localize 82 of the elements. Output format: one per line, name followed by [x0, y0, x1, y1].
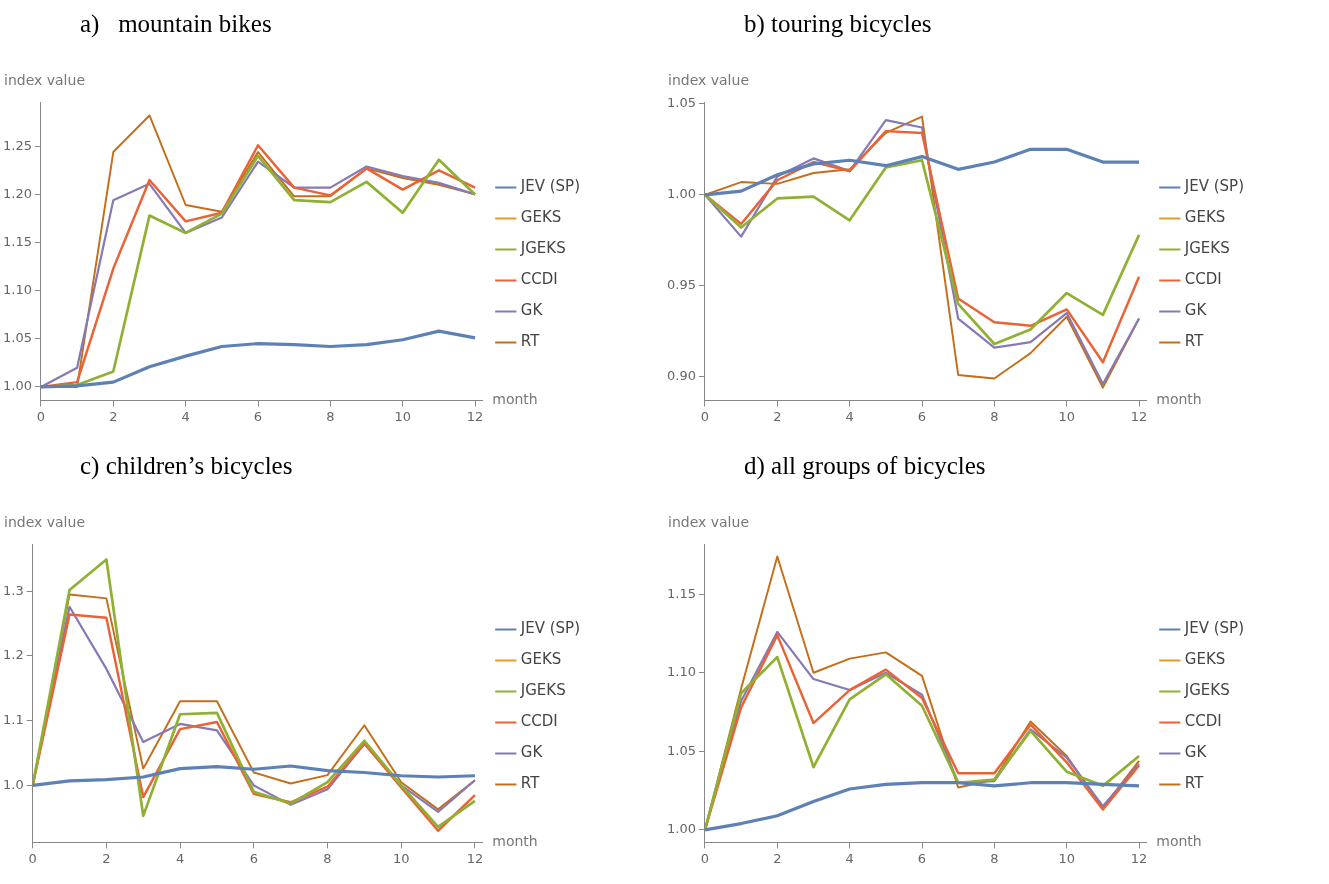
y-tick-label: 1.05	[2, 330, 32, 346]
legend-label: JGEKS	[1183, 681, 1230, 700]
y-tick-label: 1.20	[2, 185, 32, 201]
y-tick-label: 1.25	[2, 137, 32, 153]
y-tick-label: 1.00	[666, 821, 696, 837]
x-tick-label: 12	[466, 408, 484, 424]
x-tick-label: 10	[1058, 408, 1075, 424]
legend-label: GK	[1184, 743, 1208, 762]
x-tick-label: 4	[845, 408, 854, 424]
legend-label: JGEKS	[1183, 239, 1230, 258]
x-axis-title: month	[492, 833, 538, 850]
y-tick-label: 1.05	[666, 95, 696, 111]
x-tick-label: 2	[102, 850, 111, 866]
x-tick-label: 0	[36, 408, 46, 424]
y-tick-label: 1.10	[666, 664, 696, 680]
legend-label: JEV (SP)	[519, 619, 580, 638]
x-tick-label: 2	[773, 408, 782, 424]
legend-label: GEKS	[520, 650, 562, 669]
x-tick-label: 6	[917, 850, 927, 866]
legend-label: RT	[1184, 774, 1205, 793]
x-tick-label: 6	[917, 408, 927, 424]
x-tick-label: 8	[990, 408, 999, 424]
y-tick-label: 1.0	[2, 776, 24, 792]
legend-label: JEV (SP)	[1183, 619, 1244, 638]
legend-label: RT	[520, 332, 541, 351]
y-axis-title: index value	[668, 71, 749, 88]
x-tick-label: 0	[700, 408, 710, 424]
y-tick-label: 1.00	[666, 186, 696, 202]
chart-title: a) mountain bikes	[80, 10, 272, 38]
x-tick-label: 2	[109, 408, 118, 424]
y-tick-label: 1.3	[2, 582, 24, 598]
legend-label: GK	[520, 743, 544, 762]
x-tick-label: 10	[394, 408, 411, 424]
x-tick-label: 10	[392, 850, 410, 866]
x-tick-label: 4	[845, 850, 854, 866]
x-tick-label: 0	[28, 850, 37, 866]
x-tick-label: 12	[466, 850, 484, 866]
y-tick-label: 1.2	[2, 647, 24, 663]
y-axis-title: index value	[668, 513, 749, 530]
x-tick-label: 0	[700, 850, 710, 866]
x-tick-label: 12	[1130, 850, 1148, 866]
x-tick-label: 8	[990, 850, 999, 866]
y-tick-label: 1.1	[2, 712, 24, 728]
chart-title: c) children’s bicycles	[80, 452, 293, 480]
chart-title: d) all groups of bicycles	[744, 452, 986, 480]
y-tick-label: 0.95	[666, 277, 696, 293]
legend-label: JEV (SP)	[1183, 177, 1244, 196]
x-tick-label: 10	[1058, 850, 1075, 866]
legend-label: CCDI	[1184, 270, 1222, 289]
legend-label: GEKS	[520, 208, 562, 227]
x-tick-label: 12	[1130, 408, 1148, 424]
legend-label: CCDI	[520, 270, 558, 289]
legend-label: GK	[1184, 301, 1208, 320]
y-tick-label: 1.10	[2, 282, 32, 298]
y-tick-label: 1.15	[2, 233, 32, 249]
legend-label: GK	[520, 301, 544, 320]
x-axis-title: month	[1156, 391, 1202, 408]
x-tick-label: 8	[323, 850, 332, 866]
legend-label: JEV (SP)	[519, 177, 580, 196]
y-axis-title: index value	[4, 71, 85, 88]
x-tick-label: 8	[326, 408, 335, 424]
x-tick-label: 4	[181, 408, 190, 424]
legend-label: JGEKS	[519, 239, 566, 258]
legend-label: CCDI	[1184, 712, 1222, 731]
legend-label: RT	[520, 774, 541, 793]
x-tick-label: 6	[249, 850, 258, 866]
legend-label: CCDI	[520, 712, 558, 731]
legend-label: GEKS	[1184, 650, 1226, 669]
y-tick-label: 1.15	[666, 585, 696, 601]
x-tick-label: 2	[773, 850, 782, 866]
x-tick-label: 6	[253, 408, 263, 424]
y-tick-label: 1.00	[2, 378, 32, 394]
legend-label: GEKS	[1184, 208, 1226, 227]
y-axis-title: index value	[4, 513, 85, 530]
x-axis-title: month	[492, 391, 538, 408]
legend-label: JGEKS	[519, 681, 566, 700]
y-tick-label: 1.05	[666, 742, 696, 758]
chart-title: b) touring bicycles	[744, 10, 932, 38]
x-tick-label: 4	[175, 850, 185, 866]
y-tick-label: 0.90	[666, 368, 696, 384]
legend-label: RT	[1184, 332, 1205, 351]
x-axis-title: month	[1156, 833, 1202, 850]
